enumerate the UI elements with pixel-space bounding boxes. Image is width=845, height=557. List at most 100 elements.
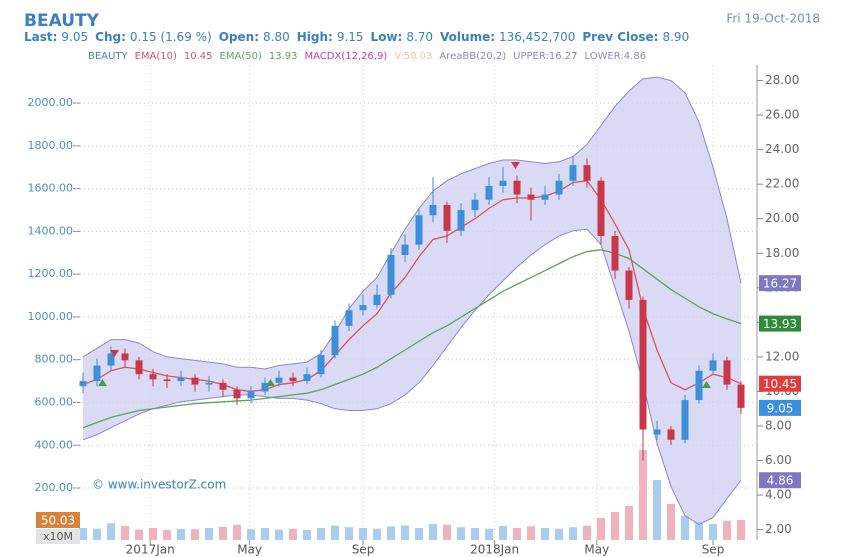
candle-body [191, 377, 199, 385]
y2-tick-label: 6.00 [765, 453, 792, 467]
candle-body [583, 165, 591, 181]
legend-item: V:50.03 [394, 51, 432, 62]
candle-body [681, 400, 689, 440]
symbol: BEAUTY [24, 11, 100, 31]
candle-body [569, 165, 577, 181]
candle-body [667, 429, 675, 440]
volume-bar [233, 524, 241, 540]
volume-bar [667, 503, 675, 540]
volume-bar [345, 527, 353, 540]
quote-value: 136,452,700 [499, 30, 575, 44]
quote-label: Prev Close: [582, 30, 658, 44]
value-badge-label: 13.93 [763, 317, 797, 331]
y2-tick-label: 22.00 [765, 177, 799, 191]
candle-body [317, 355, 325, 375]
candle-body [275, 377, 283, 383]
candle-body [611, 236, 619, 271]
candle-body [401, 244, 409, 255]
volume-bar [401, 525, 409, 540]
volume-bar [499, 525, 507, 540]
band-upper [82, 76, 742, 370]
value-badge-label: 9.05 [767, 401, 794, 415]
candle-body [107, 353, 115, 366]
quote-value: 9.15 [337, 30, 364, 44]
volume-bar [429, 523, 437, 540]
x-tick-label: Sep [702, 543, 725, 557]
y2-tick-label: 18.00 [765, 246, 799, 260]
candle-body [527, 194, 535, 200]
volume-bar [597, 517, 605, 540]
x-tick-label: Sep [352, 543, 375, 557]
candle-body [93, 365, 101, 382]
y2-tick-label: 12.00 [765, 349, 799, 363]
legend-item: EMA(10) [135, 51, 177, 62]
volume-unit-box [36, 528, 80, 544]
quote-label: Last: [24, 30, 57, 44]
quote-value: 0.15 (1.69 %) [130, 30, 212, 44]
candle-body [471, 199, 479, 211]
candle-body [499, 180, 507, 186]
volume-bar [625, 505, 633, 540]
volume-bar [289, 528, 297, 540]
volume-bar [681, 515, 689, 540]
quote-label: Open: [219, 30, 259, 44]
volume-bar [79, 527, 87, 540]
y-tick-label: 2000.00 [28, 96, 74, 109]
volume-bar [121, 525, 129, 540]
candle-body [121, 353, 129, 361]
volume-bar [247, 529, 255, 540]
candle-body [205, 382, 213, 385]
candle-body [555, 180, 563, 195]
quote-label: Volume: [440, 30, 495, 44]
value-badge-label: 10.45 [763, 377, 797, 391]
candle-body [219, 382, 227, 390]
value-badge [759, 399, 801, 416]
volume-bar [219, 526, 227, 540]
candle-body [737, 384, 745, 408]
volume-bar [639, 449, 647, 540]
candle-body [597, 180, 605, 236]
volume-bar [457, 527, 465, 540]
legend-item: MACDX(12,26,9) [305, 51, 388, 62]
candle-body [331, 325, 339, 356]
y-tick-label: 1200.00 [28, 267, 74, 280]
candle-body [261, 382, 269, 392]
candle-body [625, 270, 633, 300]
y-tick-label: 1800.00 [28, 139, 74, 152]
legend-item: LOWER:4.86 [585, 51, 647, 62]
buy-signal [98, 379, 107, 386]
candle-body [541, 194, 549, 200]
value-badge [759, 472, 801, 489]
volume-bar [135, 529, 143, 540]
buy-signal [266, 379, 275, 386]
volume-bar [471, 527, 479, 540]
candle-body [457, 210, 465, 231]
volume-bar [205, 527, 213, 540]
sell-signal [110, 350, 119, 357]
volume-bar [695, 521, 703, 540]
y2-tick-label: 8.00 [765, 419, 792, 433]
legend-item: 10.45 [184, 51, 213, 62]
volume-bar [387, 526, 395, 540]
band-lower [82, 228, 742, 526]
volume-bar [611, 511, 619, 540]
volume-bar [373, 528, 381, 540]
candle-body [513, 180, 521, 195]
candle-body [709, 360, 717, 371]
legend-item: 13.93 [269, 51, 298, 62]
candle-body [639, 299, 647, 430]
volume-bar [317, 527, 325, 540]
y2-tick-label: 20.00 [765, 211, 799, 225]
candle-body [695, 370, 703, 401]
date: Fri 19-Oct-2018 [726, 12, 820, 26]
legend-item: UPPER:16.27 [513, 51, 577, 62]
watermark: © www.investorZ.com [92, 478, 226, 492]
volume-bar [93, 528, 101, 540]
y-tick-label: 1400.00 [28, 224, 74, 237]
x-tick-label: May [237, 543, 262, 557]
quote-value: 8.90 [662, 30, 689, 44]
value-badge [759, 315, 801, 332]
volume-bar [709, 523, 717, 540]
candle-body [415, 215, 423, 245]
candle-body [373, 294, 381, 306]
